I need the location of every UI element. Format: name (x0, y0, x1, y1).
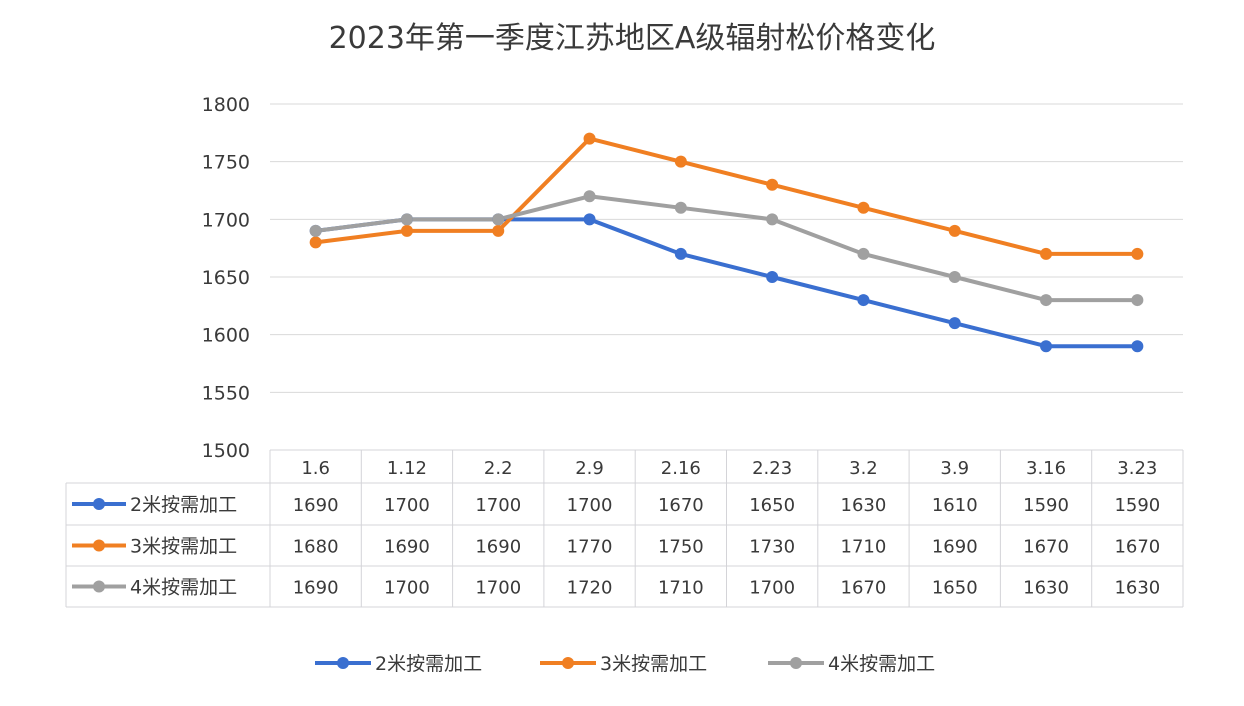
data-point (583, 190, 596, 203)
table-cell: 1700 (567, 495, 613, 516)
table-cell: 1770 (567, 537, 613, 558)
x-category-label: 2.2 (484, 458, 513, 479)
legend-marker (562, 657, 574, 669)
table-cell: 1710 (658, 578, 704, 599)
table-cell: 1670 (1114, 537, 1160, 558)
y-axis: 1500 1550 1600 1650 1700 1750 1800 (202, 94, 250, 462)
x-category-label: 3.2 (849, 458, 878, 479)
legend-marker (790, 657, 802, 669)
data-point (400, 224, 413, 237)
table-cell: 1630 (1114, 578, 1160, 599)
legend-label: 3米按需加工 (600, 653, 707, 675)
table-legend-marker (93, 580, 105, 593)
table-cell: 1750 (658, 537, 704, 558)
table-cell: 1720 (567, 578, 613, 599)
data-point (583, 213, 596, 226)
x-category-label: 1.6 (301, 458, 330, 479)
x-category-label: 2.23 (752, 458, 792, 479)
table-cell: 1700 (475, 578, 521, 599)
table-cell: 1590 (1114, 495, 1160, 516)
y-tick-label: 1550 (202, 382, 250, 404)
chart-title: 2023年第一季度江苏地区A级辐射松价格变化 (329, 21, 936, 56)
table-cell: 1700 (475, 495, 521, 516)
data-point (674, 155, 687, 168)
legend-label: 4米按需加工 (828, 653, 935, 675)
y-tick-label: 1800 (202, 94, 250, 116)
table-cell: 1690 (293, 495, 339, 516)
table-cell: 1690 (293, 578, 339, 599)
table-cell: 1690 (475, 537, 521, 558)
x-category-label: 1.12 (387, 458, 427, 479)
x-category-label: 3.9 (940, 458, 969, 479)
y-tick-label: 1600 (202, 325, 250, 347)
data-point (1040, 294, 1053, 307)
table-cell: 1630 (841, 495, 887, 516)
data-point (1131, 247, 1144, 260)
table-cell: 1610 (932, 495, 978, 516)
x-category-label: 3.23 (1117, 458, 1157, 479)
data-point (948, 317, 961, 330)
data-point (400, 213, 413, 226)
table-legend-marker (93, 498, 105, 510)
data-point (1040, 247, 1053, 260)
data-point (857, 294, 870, 307)
data-point (948, 271, 961, 283)
y-tick-label: 1750 (202, 152, 250, 174)
y-tick-label: 1500 (202, 440, 250, 462)
table-cell: 1670 (1023, 537, 1069, 558)
table-cell: 1650 (932, 578, 978, 599)
x-category-label: 3.16 (1026, 458, 1066, 479)
legend-marker (337, 657, 349, 669)
data-point (948, 224, 961, 237)
series-lines (309, 132, 1144, 353)
table-cell: 1700 (384, 495, 430, 516)
table-cell: 1690 (384, 537, 430, 558)
x-category-label: 2.16 (661, 458, 701, 479)
table-cell: 1730 (749, 537, 795, 558)
table-series-label: 4米按需加工 (130, 577, 237, 599)
table-cell: 1710 (841, 537, 887, 558)
table-cell: 1670 (658, 495, 704, 516)
series-line (315, 217, 1138, 349)
data-point (766, 178, 779, 191)
table-legend-marker (93, 539, 105, 552)
legend-label: 2米按需加工 (375, 653, 482, 675)
data-point (766, 213, 779, 226)
table-cell: 1590 (1023, 495, 1069, 516)
data-point (857, 201, 870, 214)
table-cell: 1700 (384, 578, 430, 599)
table-cell: 1680 (293, 537, 339, 558)
table-series-label: 2米按需加工 (130, 494, 237, 516)
series-line (315, 136, 1138, 256)
data-point (583, 132, 596, 145)
data-table: 1.6 1.12 2.2 2.9 2.16 2.23 3.2 3.9 3.16 3.23 2米按需加… (65, 449, 1184, 608)
data-point (857, 247, 870, 260)
table-series-label: 3米按需加工 (130, 536, 237, 558)
table-cell: 1700 (749, 578, 795, 599)
data-point (1040, 340, 1053, 353)
table-cell: 1630 (1023, 578, 1069, 599)
data-point (674, 201, 687, 214)
data-point (674, 247, 687, 260)
series-line (315, 194, 1138, 303)
data-point (492, 213, 505, 226)
y-tick-label: 1700 (202, 209, 250, 231)
data-point (492, 224, 505, 237)
x-category-label: 2.9 (575, 458, 604, 479)
y-tick-label: 1650 (202, 267, 250, 289)
data-point (766, 271, 779, 283)
table-cell: 1670 (841, 578, 887, 599)
legend: 2米按需加工 3米按需加工 4米按需加工 (315, 653, 935, 675)
table-cell: 1650 (749, 495, 795, 516)
data-point (1131, 294, 1144, 307)
table-cell: 1690 (932, 537, 978, 558)
data-point (309, 236, 322, 249)
data-point (309, 224, 322, 237)
data-point (1131, 340, 1144, 353)
